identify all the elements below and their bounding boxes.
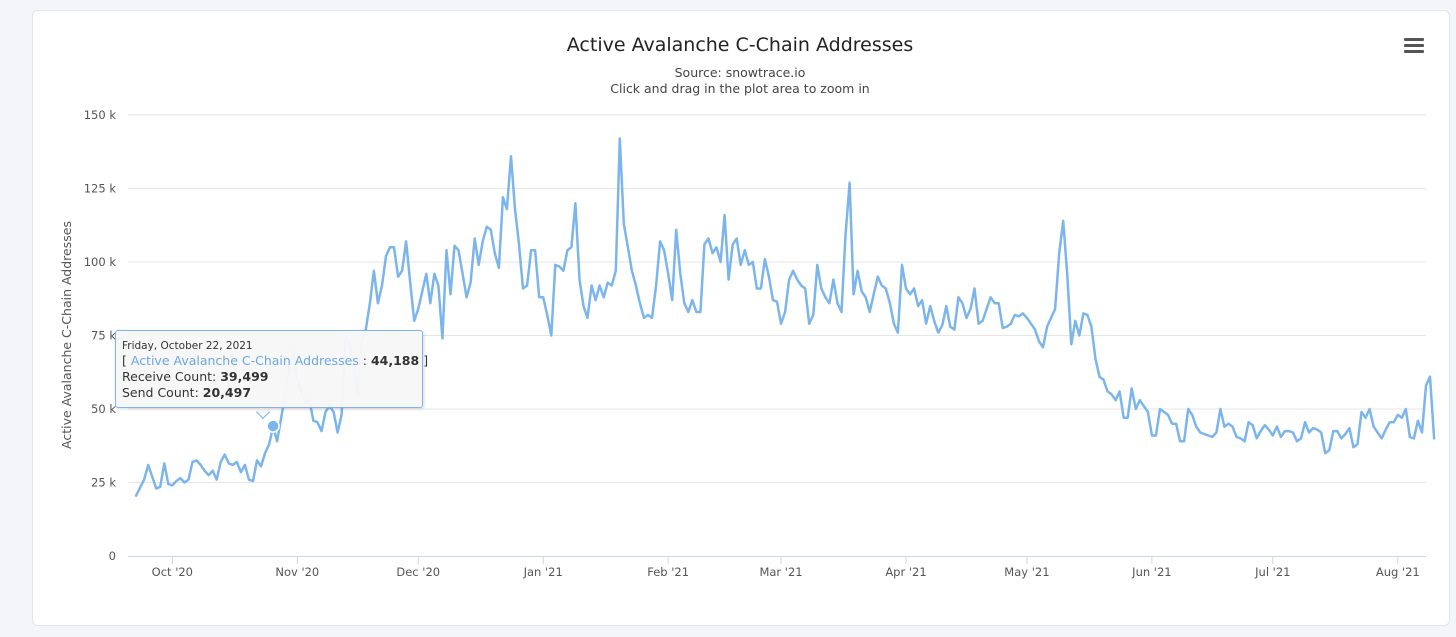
menu-bar-icon [1404,44,1424,47]
y-tick-label: 125 k [84,182,117,196]
y-tick-label: 25 k [91,476,116,490]
chart-card [32,10,1450,626]
y-axis-ticks: 0 25 k 50 k 75 k 100 k 125 k 150 k [84,108,117,563]
tooltip-send-value: 20,497 [202,385,252,400]
chart-title: Active Avalanche C-Chain Addresses [567,34,913,56]
chart-subtitle-zoom-hint: Click and drag in the plot area to zoom … [610,81,869,96]
x-tick-label: Feb '21 [647,565,689,579]
y-axis-title: Active Avalanche C-Chain Addresses [59,221,74,449]
tooltip-receive-row: Receive Count: 39,499 [122,369,416,385]
series-line[interactable] [134,137,1436,497]
x-tick-label: May '21 [1004,565,1049,579]
tooltip-receive-value: 39,499 [220,369,269,384]
x-tick-label: Oct '20 [152,565,193,579]
x-tick-label: Aug '21 [1376,565,1420,579]
chart-menu-icon[interactable] [1404,38,1424,56]
x-tick-label: Jun '21 [1131,565,1171,579]
x-tick-label: Apr '21 [885,565,926,579]
tooltip-series-row: [ Active Avalanche C-Chain Addresses : 4… [122,353,428,368]
y-tick-label: 75 k [91,329,116,343]
tooltip-send-row: Send Count: 20,497 [122,385,416,401]
y-tick-label: 50 k [91,402,116,416]
tooltip-series-name: Active Avalanche C-Chain Addresses [130,353,359,368]
y-tick-label: 0 [109,549,116,563]
x-tick-label: Jul '21 [1254,565,1290,579]
x-axis-ticks: Oct '20 Nov '20 Dec '20 Jan '21 Feb '21 Mar '… [152,556,1420,579]
x-tick-label: Nov '20 [275,565,319,579]
menu-bar-icon [1404,50,1424,53]
menu-bar-icon [1404,38,1424,41]
tooltip: Friday, October 22, 2021 [ Active Avalan… [115,330,428,408]
x-tick-label: Jan '21 [523,565,563,579]
tooltip-send-label: Send Count: [122,385,199,400]
y-tick-label: 150 k [84,108,117,122]
x-tick-label: Mar '21 [759,565,802,579]
hover-point-marker[interactable] [266,419,280,433]
tooltip-receive-label: Receive Count: [122,369,217,384]
tooltip-series-value: 44,188 [370,353,420,368]
chart-subtitle-source: Source: snowtrace.io [675,65,806,80]
x-tick-label: Dec '20 [396,565,440,579]
tooltip-date: Friday, October 22, 2021 [122,340,253,352]
y-tick-label: 100 k [84,255,117,269]
